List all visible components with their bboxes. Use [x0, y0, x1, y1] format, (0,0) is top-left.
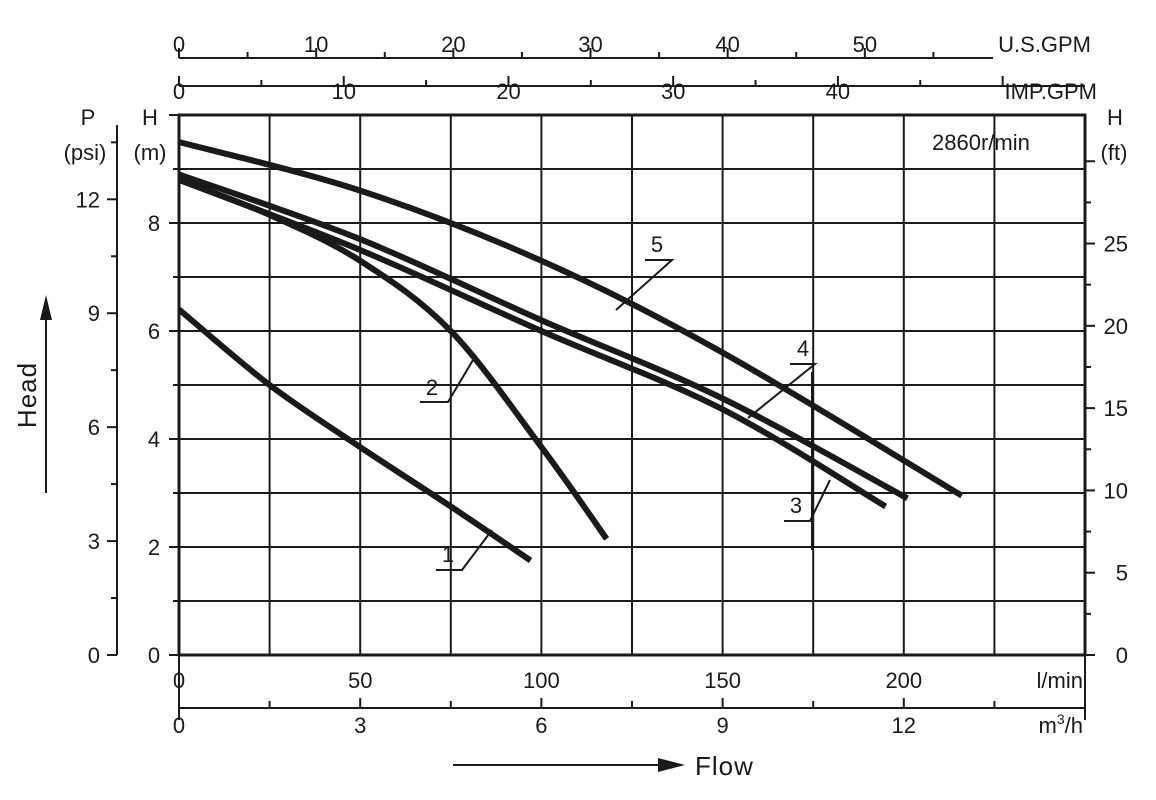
series-1-leader — [436, 529, 493, 571]
ft-unit-top: H — [1107, 105, 1123, 130]
psi-tick-label: 0 — [88, 643, 100, 668]
usgpm-tick-label: 10 — [304, 32, 328, 57]
ft-tick-label: 0 — [1116, 643, 1128, 668]
x-axis-title: Flow — [695, 751, 754, 781]
series-4-line — [177, 171, 909, 502]
series-4-label: 4 — [797, 336, 809, 361]
labels-layer: 1 2 3 4 5 — [420, 232, 831, 571]
psi-unit-top: P — [81, 105, 96, 130]
usgpm-tick-label: 0 — [173, 32, 185, 57]
series-5-label: 5 — [651, 232, 663, 257]
grid-layer — [177, 113, 1087, 657]
lmin-tick-label: 100 — [523, 668, 560, 693]
m-unit-bottom: (m) — [134, 140, 167, 165]
m3h-unit-label: m3/h — [1039, 711, 1083, 738]
m-tick-label: 4 — [148, 427, 160, 452]
ft-tick-label: 20 — [1104, 314, 1128, 339]
m3h-tick-label: 0 — [173, 713, 185, 738]
series-3-label: 3 — [790, 493, 802, 518]
lmin-tick-label: 200 — [885, 668, 922, 693]
ft-tick-label: 10 — [1104, 478, 1128, 503]
psi-tick-label: 3 — [88, 529, 100, 554]
speed-annotation: 2860r/min — [932, 130, 1030, 155]
series-2-label: 2 — [426, 375, 438, 400]
usgpm-tick-label: 50 — [853, 32, 877, 57]
m-unit-top: H — [142, 105, 158, 130]
impgpm-tick-label: 10 — [331, 79, 355, 104]
lmin-unit-label: l/min — [1037, 668, 1083, 693]
series-2-leader — [420, 354, 477, 403]
m-tick-label: 8 — [148, 211, 160, 236]
m3h-tick-label: 9 — [716, 713, 728, 738]
ft-tick-label: 15 — [1104, 396, 1128, 421]
series-5-line — [178, 139, 964, 499]
series-layer — [177, 139, 964, 563]
lmin-tick-label: 150 — [704, 668, 741, 693]
lmin-tick-label: 0 — [173, 668, 185, 693]
lmin-tick-label: 50 — [348, 668, 372, 693]
impgpm-tick-label: 40 — [826, 79, 850, 104]
psi-unit-bottom: (psi) — [64, 140, 107, 165]
x-axis-arrow-head — [658, 758, 685, 772]
m3h-tick-label: 6 — [535, 713, 547, 738]
series-1-line — [177, 307, 533, 563]
series-3-line — [177, 177, 888, 510]
usgpm-unit-label: U.S.GPM — [998, 32, 1091, 57]
impgpm-tick-label: 30 — [661, 79, 685, 104]
impgpm-tick-label: 20 — [496, 79, 520, 104]
ft-tick-label: 25 — [1104, 232, 1128, 257]
psi-tick-label: 12 — [76, 187, 100, 212]
usgpm-tick-label: 40 — [715, 32, 739, 57]
series-5-leader — [615, 259, 675, 311]
ft-unit-bottom: (ft) — [1101, 140, 1128, 165]
series-4-leader — [747, 363, 818, 419]
y-axis-arrow-head — [40, 295, 52, 320]
y-axis-title: Head — [12, 362, 42, 428]
series-3-leader — [784, 479, 831, 522]
m-tick-label: 0 — [148, 643, 160, 668]
m3h-tick-label: 3 — [354, 713, 366, 738]
m-tick-label: 2 — [148, 535, 160, 560]
series-2-line — [177, 177, 610, 541]
psi-tick-label: 9 — [88, 301, 100, 326]
m3h-tick-label: 12 — [892, 713, 916, 738]
m-tick-label: 6 — [148, 319, 160, 344]
psi-tick-label: 6 — [88, 415, 100, 440]
impgpm-unit-label: IMP.GPM — [1004, 79, 1097, 104]
usgpm-tick-label: 20 — [441, 32, 465, 57]
series-1-label: 1 — [442, 542, 454, 567]
usgpm-tick-label: 30 — [578, 32, 602, 57]
impgpm-tick-label: 0 — [173, 79, 185, 104]
ft-tick-label: 5 — [1116, 561, 1128, 586]
